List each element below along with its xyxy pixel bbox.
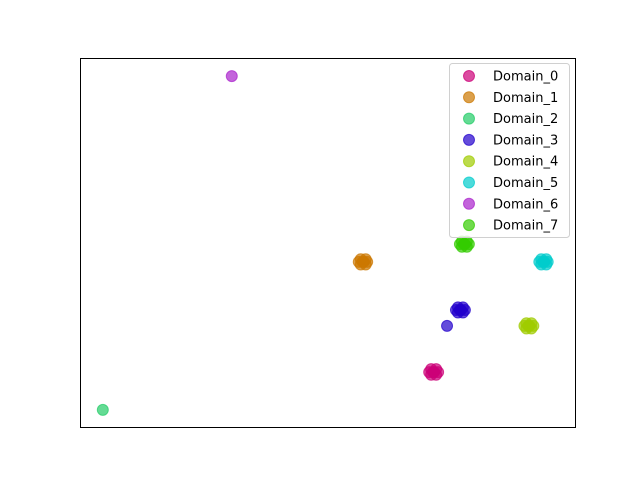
data-point: [427, 366, 440, 379]
plot-frame: [80, 58, 576, 428]
legend-marker: [463, 176, 475, 189]
series-domain-4: [518, 317, 540, 335]
series-domain-3: [441, 301, 471, 332]
legend-entry: Domain_0: [463, 70, 558, 85]
data-point: [522, 319, 535, 332]
legend: Domain_0 Domain_1 Domain_2 Domain_3 Domain_4…: [449, 63, 570, 238]
series-domain-2: [96, 403, 109, 416]
data-point: [537, 255, 550, 268]
legend-marker: [463, 112, 475, 125]
legend-entry: Domain_5: [463, 176, 558, 191]
data-point: [96, 403, 109, 416]
legend-box: [449, 63, 570, 238]
legend-entry: Domain_1: [463, 91, 558, 106]
series-domain-1: [352, 253, 374, 271]
data-point: [453, 303, 466, 316]
legend-entry: Domain_2: [463, 112, 558, 127]
legend-marker: [463, 197, 475, 210]
legend-entry: Domain_6: [463, 197, 558, 212]
legend-label: Domain_7: [493, 219, 558, 234]
legend-marker: [463, 219, 475, 232]
legend-label: Domain_2: [493, 112, 558, 127]
series-domain-7: [453, 235, 475, 253]
legend-marker: [463, 133, 475, 146]
legend-entry: Domain_7: [463, 219, 558, 234]
legend-entry: Domain_4: [463, 155, 558, 170]
legend-label: Domain_1: [493, 91, 558, 106]
data-points: [96, 70, 554, 416]
series-domain-0: [423, 363, 445, 381]
data-point: [356, 255, 369, 268]
legend-marker: [463, 91, 475, 104]
legend-label: Domain_6: [493, 197, 558, 212]
legend-label: Domain_5: [493, 176, 558, 191]
legend-entry: Domain_3: [463, 133, 558, 148]
legend-label: Domain_0: [493, 70, 558, 85]
legend-label: Domain_3: [493, 133, 558, 148]
data-point: [225, 70, 238, 83]
legend-marker: [463, 70, 475, 82]
data-point: [441, 319, 454, 332]
series-domain-6: [225, 70, 238, 83]
series-domain-5: [533, 253, 554, 271]
data-point: [457, 238, 470, 251]
legend-label: Domain_4: [493, 155, 558, 170]
legend-marker: [463, 155, 475, 168]
